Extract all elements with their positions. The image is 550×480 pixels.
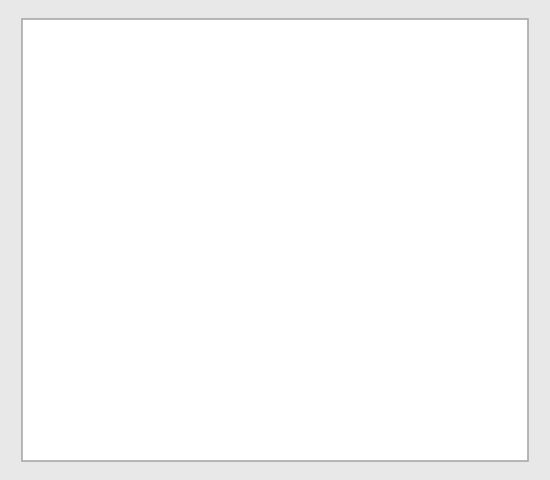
Text: O: O: [260, 262, 271, 275]
Text: O: O: [436, 319, 447, 332]
Text: H₃C: H₃C: [286, 265, 307, 278]
Text: −: −: [269, 309, 278, 319]
Text: H₃C: H₃C: [114, 265, 135, 278]
Text: H₃C: H₃C: [135, 300, 157, 312]
Text: O: O: [265, 319, 275, 332]
Text: −: −: [269, 168, 278, 178]
Text: Bi: Bi: [378, 178, 395, 196]
Text: H₃C: H₃C: [114, 124, 135, 137]
Text: H₃C: H₃C: [307, 300, 329, 312]
Text: H₃C: H₃C: [135, 158, 157, 171]
Text: O: O: [432, 262, 443, 275]
Text: O: O: [265, 178, 275, 191]
Text: −: −: [441, 309, 450, 319]
Text: CAS  67874-71-9: CAS 67874-71-9: [180, 407, 370, 427]
Text: O: O: [260, 121, 271, 134]
Text: 3+: 3+: [395, 172, 411, 182]
